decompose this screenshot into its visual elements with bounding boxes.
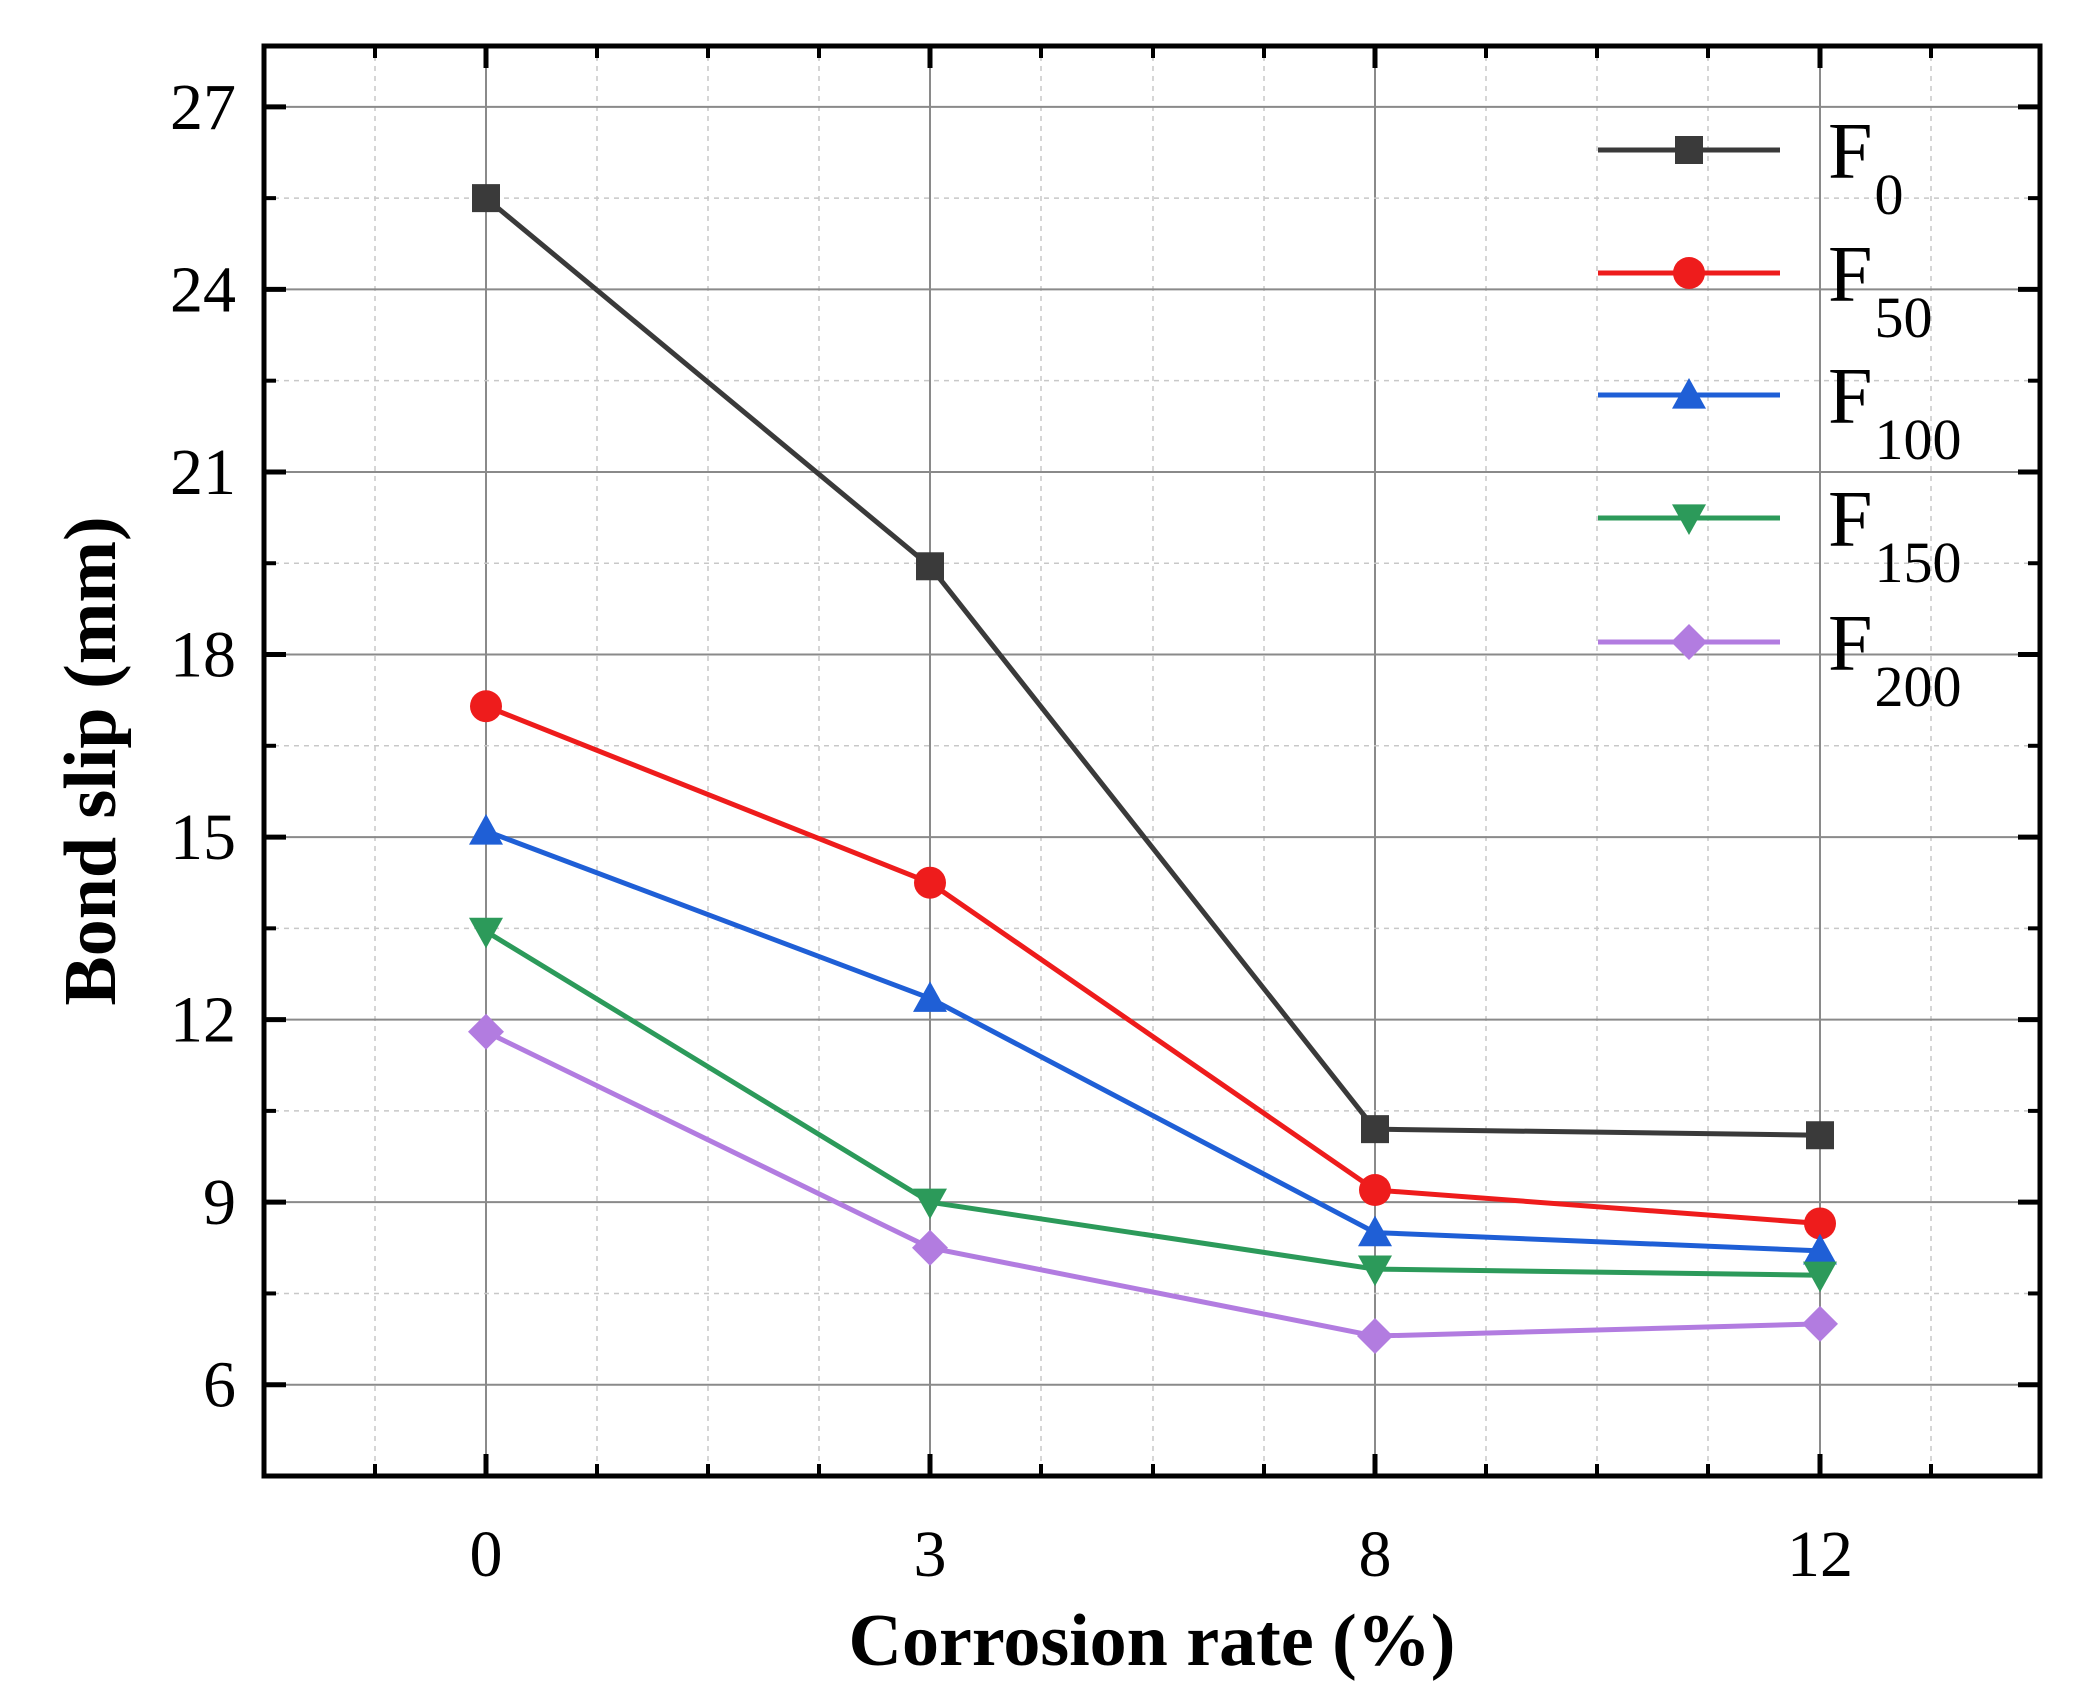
legend-label-subscript: 50 bbox=[1875, 285, 1933, 350]
data-point-f0 bbox=[472, 184, 500, 213]
legend-marker bbox=[1672, 504, 1706, 535]
legend-marker bbox=[1673, 257, 1705, 289]
data-point-f200 bbox=[468, 1013, 504, 1050]
legend-entry-f0: F0 bbox=[1598, 108, 1904, 227]
y-tick-label: 24 bbox=[170, 253, 236, 326]
series-f200 bbox=[468, 1013, 1838, 1355]
x-tick-label: 3 bbox=[914, 1518, 947, 1591]
legend-label: F200 bbox=[1828, 600, 1962, 719]
data-point-f200 bbox=[1357, 1318, 1393, 1355]
plot-frame bbox=[261, 43, 2043, 1479]
series-f100 bbox=[469, 813, 1837, 1265]
y-tick-label: 18 bbox=[170, 619, 236, 692]
y-tick-label: 15 bbox=[170, 801, 236, 874]
data-point-f50 bbox=[470, 690, 502, 723]
data-point-f100 bbox=[913, 981, 947, 1012]
y-tick-label: 12 bbox=[170, 984, 236, 1057]
data-point-f100 bbox=[1803, 1233, 1837, 1265]
y-axis-title: Bond slip (mm) bbox=[50, 516, 132, 1005]
data-point-f50 bbox=[914, 866, 946, 899]
legend-entry-f200: F200 bbox=[1598, 600, 1962, 719]
legend-label-main: F bbox=[1828, 108, 1873, 196]
legend-label-subscript: 150 bbox=[1875, 530, 1962, 595]
y-tick-label: 27 bbox=[170, 71, 236, 144]
data-point-f150 bbox=[913, 1188, 947, 1220]
series-line-f100 bbox=[485, 828, 1821, 1254]
y-tick-label: 9 bbox=[203, 1166, 236, 1239]
legend-entry-f150: F150 bbox=[1598, 476, 1962, 595]
legend-label: F100 bbox=[1828, 353, 1962, 472]
data-point-f0 bbox=[916, 552, 944, 581]
x-axis-title: Corrosion rate (%) bbox=[849, 1600, 1456, 1682]
data-point-f100 bbox=[469, 813, 503, 845]
series-line-f200 bbox=[484, 1029, 1821, 1339]
series-f50 bbox=[470, 690, 1836, 1240]
data-point-f200 bbox=[912, 1229, 948, 1266]
x-tick-label: 0 bbox=[470, 1518, 503, 1591]
series-line-f50 bbox=[485, 703, 1821, 1226]
series-f150 bbox=[469, 917, 1837, 1293]
data-point-f50 bbox=[1804, 1207, 1836, 1240]
data-point-f150 bbox=[1358, 1255, 1392, 1287]
grid-lines bbox=[264, 46, 2040, 1476]
series-line-f0 bbox=[484, 196, 1821, 1138]
data-point-f0 bbox=[1361, 1115, 1389, 1144]
legend-marker bbox=[1672, 378, 1706, 409]
axes: 6 9 12 15 18 21 24 27 0 3 8 12 bbox=[170, 43, 2043, 1591]
legend-marker bbox=[1671, 624, 1707, 660]
legend-label-main: F bbox=[1828, 231, 1873, 319]
data-point-f100 bbox=[1358, 1215, 1392, 1247]
y-tick-label: 21 bbox=[170, 436, 236, 509]
legend-entry-f50: F50 bbox=[1598, 231, 1933, 350]
y-tick-label: 6 bbox=[203, 1349, 236, 1422]
legend-label: F150 bbox=[1828, 476, 1962, 595]
legend-label-main: F bbox=[1828, 476, 1873, 564]
legend-label: F0 bbox=[1828, 108, 1904, 227]
data-point-f50 bbox=[1359, 1174, 1391, 1206]
legend-label-subscript: 100 bbox=[1875, 407, 1962, 472]
legend-label: F50 bbox=[1828, 231, 1933, 350]
legend-label-main: F bbox=[1828, 600, 1873, 688]
legend-label-subscript: 0 bbox=[1875, 162, 1904, 227]
data-series bbox=[468, 184, 1838, 1355]
legend-label-main: F bbox=[1828, 353, 1873, 441]
data-point-f200 bbox=[1802, 1305, 1838, 1342]
data-point-f0 bbox=[1806, 1121, 1834, 1150]
legend-marker bbox=[1675, 136, 1703, 164]
legend-entry-f100: F100 bbox=[1598, 353, 1962, 472]
x-tick-label: 8 bbox=[1359, 1518, 1392, 1591]
series-line-f150 bbox=[484, 929, 1821, 1278]
x-tick-label: 12 bbox=[1787, 1518, 1853, 1591]
data-point-f150 bbox=[1803, 1261, 1837, 1293]
data-point-f150 bbox=[469, 917, 503, 949]
legend-label-subscript: 200 bbox=[1875, 654, 1962, 719]
series-f0 bbox=[472, 184, 1834, 1150]
